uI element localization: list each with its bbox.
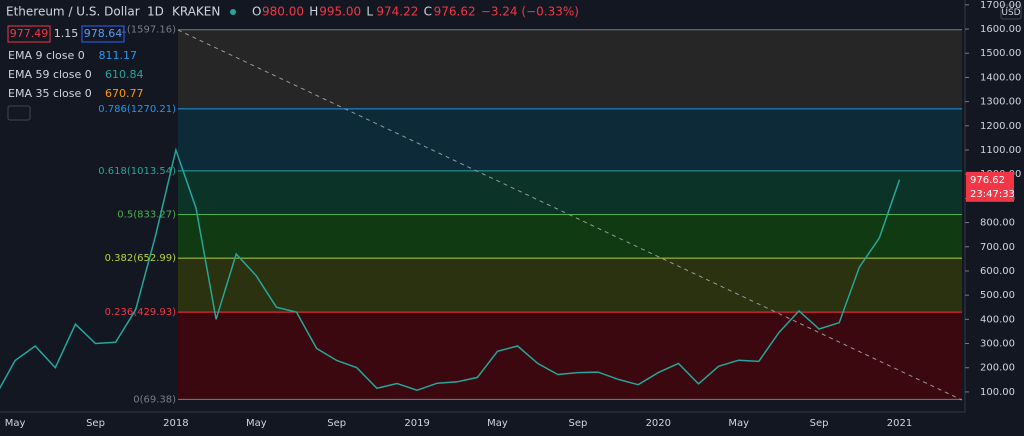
x-tick-label: Sep xyxy=(327,418,346,429)
x-tick-label: 2021 xyxy=(887,418,912,429)
fib-label: 1(1597.16) xyxy=(120,25,176,36)
y-tick-label: 1300.00 xyxy=(980,97,1021,108)
x-tick-label: May xyxy=(5,418,26,429)
x-tick-label: 2018 xyxy=(163,418,188,429)
y-tick-label: 500.00 xyxy=(980,290,1015,301)
indicator-value: 610.84 xyxy=(105,68,144,81)
interval: 1D xyxy=(147,5,164,19)
y-tick-label: 300.00 xyxy=(980,339,1015,350)
fib-label: 0.786(1270.21) xyxy=(98,104,176,115)
collapse-button[interactable] xyxy=(7,105,31,121)
price-axis-panel xyxy=(965,0,1024,436)
x-tick-label: 2020 xyxy=(646,418,671,429)
x-tick-label: Sep xyxy=(86,418,105,429)
fib-label: 0.236(429.93) xyxy=(105,307,177,318)
fib-band xyxy=(178,170,962,215)
x-tick-label: May xyxy=(728,418,749,429)
spread: 1.15 xyxy=(54,27,79,40)
y-tick-label: 1600.00 xyxy=(980,24,1021,35)
indicator-name: EMA 35 close 0 xyxy=(8,87,92,100)
header: Ethereum / U.S. Dollar 1D KRAKEN 977.49 … xyxy=(6,5,236,121)
ohlc-key: C xyxy=(424,5,432,19)
ohlc-value: 995.00 xyxy=(319,5,361,19)
x-tick-label: May xyxy=(487,418,508,429)
bid-box[interactable] xyxy=(7,25,51,43)
status-dot xyxy=(230,9,236,15)
symbol: Ethereum / U.S. Dollar xyxy=(6,5,140,19)
y-tick-label: 400.00 xyxy=(980,314,1015,325)
fib-band xyxy=(178,258,962,313)
x-tick-label: Sep xyxy=(810,418,829,429)
x-tick-label: May xyxy=(246,418,267,429)
currency-badge[interactable] xyxy=(1000,4,1022,20)
fib-label: 0.382(652.99) xyxy=(105,253,177,264)
x-tick-label: Sep xyxy=(568,418,587,429)
x-tick-label: 2019 xyxy=(404,418,429,429)
ohlc-key: O xyxy=(252,5,261,19)
ohlc-key: H xyxy=(309,5,318,19)
fib-band xyxy=(178,108,962,171)
ohlc-key: L xyxy=(366,5,373,19)
y-tick-label: 1700.00 xyxy=(980,0,1021,11)
ohlc-value: 980.00 xyxy=(262,5,304,19)
y-tick-label: 600.00 xyxy=(980,266,1015,277)
last-price-tag xyxy=(966,171,1014,202)
indicator-name: EMA 59 close 0 xyxy=(8,68,92,81)
last-price: 976.62 xyxy=(970,175,1005,186)
currency: USD xyxy=(1001,8,1020,18)
ask: 978.64 xyxy=(84,27,123,40)
y-tick-label: 800.00 xyxy=(980,218,1015,229)
exchange: KRAKEN xyxy=(172,5,220,19)
y-tick-label: 700.00 xyxy=(980,242,1015,253)
fib-label: 0(69.38) xyxy=(133,394,176,405)
indicator-value: 811.17 xyxy=(99,49,138,62)
ask-box[interactable] xyxy=(81,25,125,43)
plot-area: 1(1597.16) 0.786(1270.21) 0.618(1013.54) 0.… xyxy=(0,25,962,405)
price-line xyxy=(0,147,901,391)
y-tick-label: 1400.00 xyxy=(980,72,1021,83)
trend-line xyxy=(177,29,963,401)
y-tick-label: 100.00 xyxy=(980,387,1015,398)
indicator-value: 670.77 xyxy=(105,87,144,100)
y-tick-label: 1500.00 xyxy=(980,48,1021,59)
y-tick-label: 200.00 xyxy=(980,363,1015,374)
fib-band xyxy=(178,312,962,400)
countdown: 23:47:33 xyxy=(970,189,1015,200)
fib-label: 0.618(1013.54) xyxy=(98,166,176,177)
y-tick-label: 1100.00 xyxy=(980,145,1021,156)
ohlc-value: 974.22 xyxy=(376,5,418,19)
fib-band xyxy=(178,29,962,109)
bid: 977.49 xyxy=(10,27,49,40)
y-tick-label: 1200.00 xyxy=(980,121,1021,132)
indicator-name: EMA 9 close 0 xyxy=(8,49,85,62)
change: −3.24 (−0.33%) xyxy=(481,5,579,19)
fib-band xyxy=(178,214,962,259)
ohlc-value: 976.62 xyxy=(434,5,476,19)
fib-label: 0.5(833.27) xyxy=(117,210,176,221)
